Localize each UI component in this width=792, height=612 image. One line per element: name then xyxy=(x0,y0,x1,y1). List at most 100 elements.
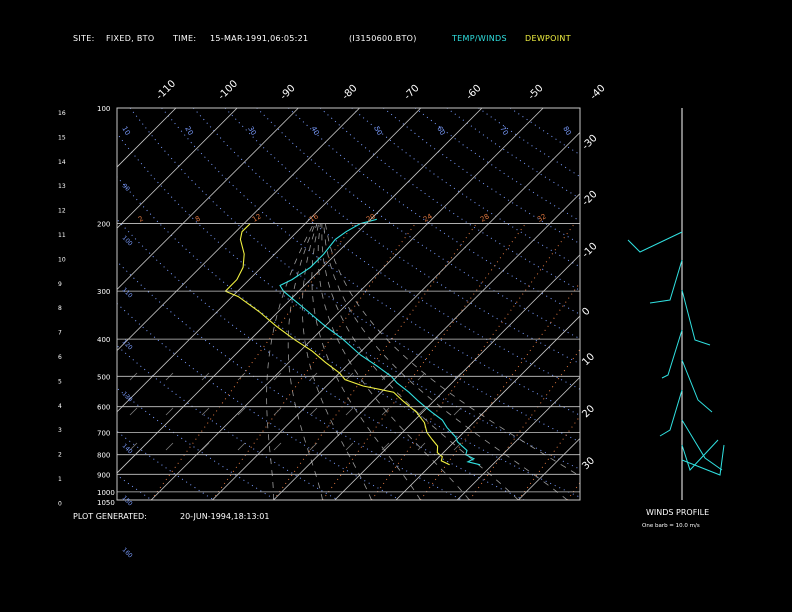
moist-adiabat xyxy=(287,223,323,500)
plot-generated-value: 20-JUN-1994,18:13:01 xyxy=(180,512,270,521)
top-temp-label: -100 xyxy=(216,78,240,102)
dry-adiabat xyxy=(351,108,580,268)
dry-adiabat xyxy=(256,108,580,340)
mixing-ratio-line xyxy=(273,223,478,500)
dry-adiabat xyxy=(117,176,580,498)
moist-adiabat xyxy=(311,223,421,500)
pressure-label: 200 xyxy=(97,221,110,229)
top-temp-label: -110 xyxy=(154,78,178,102)
mixing-ratio-line xyxy=(371,223,575,500)
pressure-label: 1050 xyxy=(97,499,115,507)
site-value: FIXED, BTO xyxy=(106,34,155,43)
adiabat-label: 120 xyxy=(121,338,134,351)
isotherm xyxy=(334,254,580,500)
tick-dash xyxy=(453,407,462,416)
site-label: SITE: xyxy=(73,34,95,43)
mixing-ratio-label: 2 xyxy=(137,215,145,224)
file-name: (I3150600.BTO) xyxy=(349,34,417,43)
tick-dash xyxy=(273,407,282,416)
mixing-ratio-label: 24 xyxy=(422,212,434,224)
tick-dash xyxy=(309,442,318,451)
isotherm xyxy=(273,193,580,500)
mixing-ratio-label: 32 xyxy=(536,212,548,223)
adiabat-label: 70 xyxy=(498,125,509,137)
isotherm xyxy=(117,108,360,352)
adiabat-label: 110 xyxy=(121,286,134,299)
isotherm xyxy=(117,108,483,474)
tick-dash xyxy=(417,407,426,416)
isotherm xyxy=(0,108,115,500)
mixing-ratio-label: 8 xyxy=(194,215,202,224)
winds-profile-title: WINDS PROFILE xyxy=(646,508,710,517)
dry-adiabat xyxy=(117,430,215,500)
tick-dash xyxy=(165,407,174,416)
adiabat-label: 60 xyxy=(435,125,446,137)
height-label: 11 xyxy=(58,232,66,239)
dry-adiabat xyxy=(319,108,580,292)
isotherm xyxy=(117,108,422,413)
tick-dash xyxy=(381,442,390,451)
isotherm xyxy=(395,315,580,500)
tick-dash xyxy=(345,442,354,451)
dry-adiabat xyxy=(129,108,580,443)
pressure-label: 1000 xyxy=(97,489,115,497)
height-label: 5 xyxy=(58,378,62,385)
mixing-ratio-label: 20 xyxy=(365,212,377,223)
height-label: 3 xyxy=(58,427,62,434)
dry-adiabat xyxy=(446,108,580,200)
top-temp-label: -40 xyxy=(588,83,607,102)
isotherm xyxy=(0,108,54,500)
dry-adiabat xyxy=(478,108,580,178)
adiabat-label: 20 xyxy=(183,125,194,137)
height-label: 10 xyxy=(58,256,66,263)
pressure-label: 800 xyxy=(97,452,110,460)
dry-adiabat xyxy=(161,108,580,416)
dewpoint-line xyxy=(224,223,450,466)
adiabat-label: 130 xyxy=(121,390,134,403)
right-temp-label: -20 xyxy=(580,189,599,208)
height-label: 7 xyxy=(58,330,62,337)
mixing-ratio-label: 28 xyxy=(479,212,491,223)
height-label: 15 xyxy=(58,134,66,141)
pressure-label: 700 xyxy=(97,429,110,437)
tick-dash xyxy=(237,407,246,416)
time-value: 15-MAR-1991,06:05:21 xyxy=(210,34,309,43)
plot-generated-label: PLOT GENERATED: xyxy=(73,512,147,521)
dry-adiabat xyxy=(117,132,580,470)
dry-adiabat xyxy=(414,108,580,222)
isotherm xyxy=(702,108,792,500)
adiabat-label: 50 xyxy=(372,125,383,137)
wind-barb xyxy=(681,439,719,471)
legend-temp-winds: TEMP/WINDS xyxy=(452,34,507,43)
dry-adiabat xyxy=(509,108,580,156)
height-label: 16 xyxy=(58,110,66,117)
tick-dash xyxy=(129,407,138,416)
wind-barb xyxy=(681,419,723,471)
height-label: 14 xyxy=(58,159,66,166)
moist-adiabat xyxy=(321,223,519,500)
pressure-label: 400 xyxy=(97,336,110,344)
isotherm xyxy=(117,108,238,229)
moist-adiabat xyxy=(301,223,372,500)
top-temp-label: -90 xyxy=(278,83,297,102)
plot-frame xyxy=(116,107,581,501)
mixing-ratio-line xyxy=(616,224,792,500)
right-temp-label: -30 xyxy=(580,133,599,152)
isotherm xyxy=(150,108,544,500)
tick-dash xyxy=(309,407,318,416)
right-temp-label: -10 xyxy=(580,241,599,260)
dry-adiabat xyxy=(224,108,580,365)
wind-barb xyxy=(649,259,683,304)
isotherm xyxy=(456,376,580,500)
isotherm xyxy=(518,437,580,500)
mixing-ratio-line xyxy=(566,481,580,500)
tick-dash xyxy=(381,407,390,416)
top-temp-label: -70 xyxy=(402,83,421,102)
isotherm xyxy=(117,108,177,168)
dry-adiabat xyxy=(117,302,401,500)
pressure-label: 300 xyxy=(97,288,110,296)
top-temp-label: -50 xyxy=(526,83,545,102)
tick-dash xyxy=(201,407,210,416)
right-temp-label: 30 xyxy=(580,455,597,472)
height-label: 0 xyxy=(58,500,62,507)
